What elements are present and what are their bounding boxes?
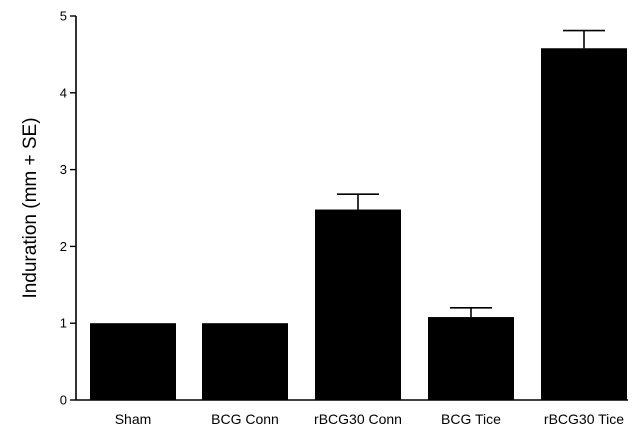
error-bars [337, 29, 605, 318]
bar [202, 323, 288, 400]
y-tick-label: 1 [60, 316, 67, 331]
category-label: BCG Tice [441, 411, 501, 427]
category-label: BCG Conn [211, 411, 279, 427]
category-label: rBCG30 Tice [544, 411, 624, 427]
bar [541, 48, 627, 400]
y-tick-label: 0 [60, 393, 67, 408]
y-tick-label: 2 [60, 239, 67, 254]
bar [315, 209, 401, 400]
y-tick-label: 3 [60, 162, 67, 177]
bar [428, 317, 514, 400]
category-label: rBCG30 Conn [314, 411, 402, 427]
y-axis-label: Induration (mm + SE) [20, 117, 41, 298]
bars [90, 48, 627, 400]
y-tick-label: 4 [60, 85, 67, 100]
x-axis-labels: Sham BCG Conn rBCG30 Conn BCG Tice rBCG30 Ti… [115, 411, 625, 427]
y-tick-label: 5 [60, 9, 67, 24]
bar [90, 323, 176, 400]
category-label: Sham [115, 411, 152, 427]
y-axis-ticks: 0 1 2 3 4 5 [60, 9, 76, 408]
